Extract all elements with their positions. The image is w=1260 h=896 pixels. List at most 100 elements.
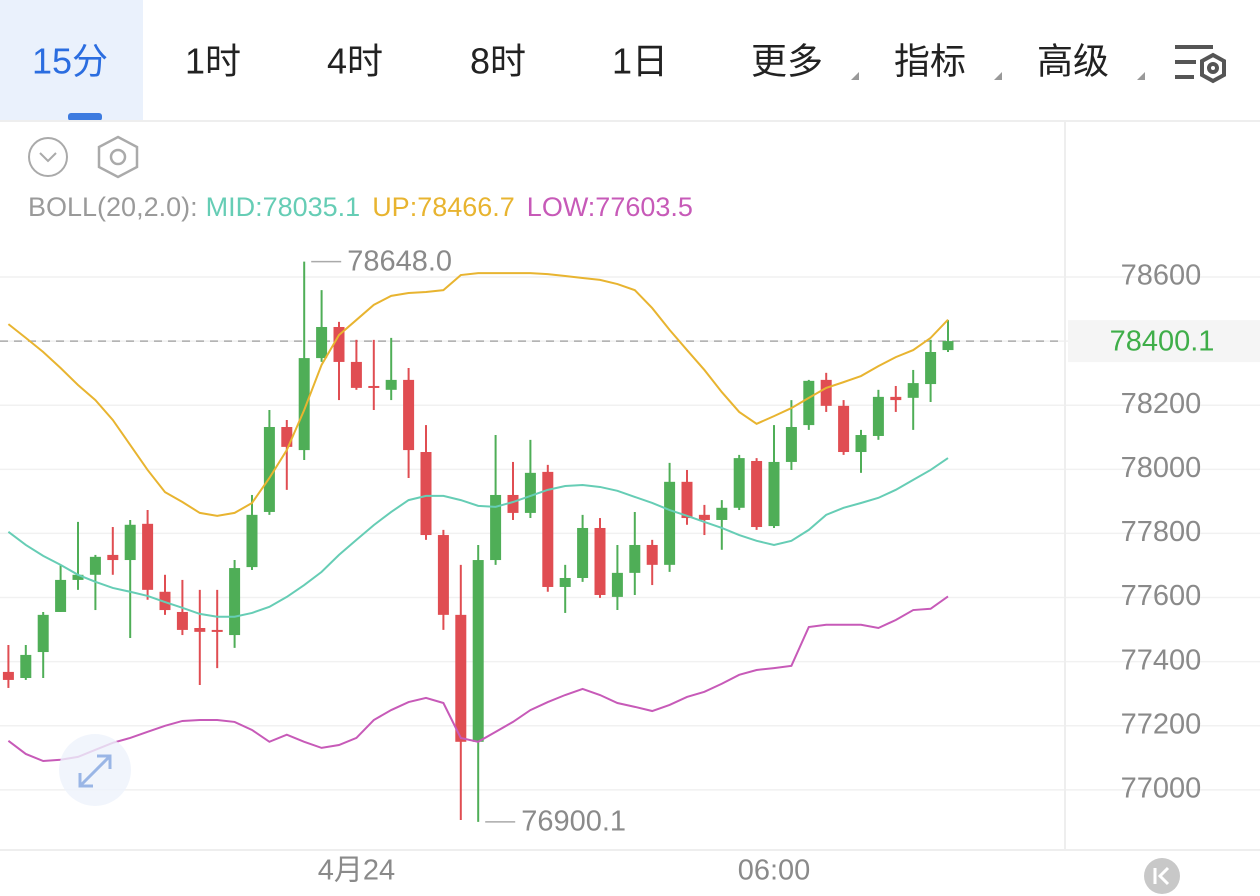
tab-indicator	[68, 113, 102, 121]
candle-body	[437, 535, 449, 615]
tab[interactable]: 1时	[185, 41, 241, 82]
tab[interactable]: 更多	[751, 41, 859, 82]
tab[interactable]: 1日	[612, 41, 668, 82]
candle-body	[316, 326, 328, 359]
candle-body	[524, 472, 536, 513]
candle	[594, 518, 606, 598]
candle-body	[20, 654, 32, 679]
candle-body	[629, 544, 641, 573]
candle-body	[281, 427, 293, 447]
candle	[37, 611, 49, 679]
candle-body	[420, 452, 432, 536]
tab-label: 更多	[751, 41, 823, 82]
legend-indicator: BOLL(20,2.0):	[28, 192, 198, 222]
candle-body	[733, 458, 745, 508]
candle	[472, 544, 484, 822]
tab[interactable]: 高级	[1037, 41, 1145, 82]
candle	[298, 261, 310, 461]
candle-body	[942, 341, 954, 351]
candle-body	[403, 379, 415, 451]
candle	[20, 644, 32, 680]
candle-body	[72, 574, 84, 580]
candle	[246, 494, 258, 570]
candle	[577, 514, 589, 582]
settings-icon[interactable]	[1175, 45, 1226, 84]
candle-body	[542, 471, 554, 587]
candle	[942, 319, 954, 352]
candle-body	[333, 326, 345, 362]
candle	[55, 564, 67, 612]
scroll-to-latest-button[interactable]	[1144, 858, 1180, 894]
dropdown-caret	[1137, 72, 1145, 80]
candle	[925, 339, 937, 403]
extreme-label: 76900.1	[521, 806, 626, 838]
candle-body	[838, 405, 850, 453]
candle	[194, 589, 206, 686]
y-tick-label: 77000	[1121, 773, 1202, 805]
candle-body	[472, 560, 484, 742]
legend-entry: UP:78466.7	[372, 192, 515, 222]
tab-bar: 15分 1时 4时 8时 1日 更多 指标 高级	[0, 0, 1145, 121]
candle	[855, 429, 867, 473]
last-price-box	[1068, 320, 1260, 363]
y-tick-label: 77200	[1121, 708, 1202, 740]
extreme-label: 78648.0	[347, 245, 452, 277]
candle	[281, 419, 293, 490]
candle	[646, 539, 658, 586]
band-line	[7, 595, 949, 763]
y-tick-label: 77400	[1121, 644, 1202, 676]
expand-button[interactable]	[59, 734, 131, 806]
plot-area: 77000 77200 77400 77600 77800 78000 78200 78400…	[0, 245, 1260, 887]
legend: BOLL(20,2.0): MID:78035.1 UP:78466.7 LOW:77…	[28, 192, 693, 222]
candle-body	[611, 572, 623, 597]
candle-body	[872, 396, 884, 436]
candle-body	[194, 628, 206, 632]
candle	[142, 510, 154, 600]
candle-body	[211, 629, 223, 632]
tab[interactable]: 4时	[327, 41, 383, 82]
candle-body	[577, 527, 589, 578]
band-line	[7, 272, 949, 517]
candle	[751, 458, 763, 530]
tab-label: 8时	[470, 41, 526, 82]
tab-label: 15分	[32, 41, 108, 82]
y-tick-label: 77600	[1121, 580, 1202, 612]
candle-body	[925, 351, 937, 385]
candle-body	[820, 379, 832, 406]
candle-body	[559, 577, 571, 587]
candle-body	[803, 380, 815, 426]
candle	[820, 372, 832, 412]
candle	[229, 560, 241, 648]
candle-body	[2, 671, 14, 680]
dropdown-caret	[851, 72, 859, 80]
candle	[524, 439, 536, 519]
candle	[385, 337, 397, 401]
candle-body	[229, 568, 241, 636]
tab[interactable]: 8时	[470, 41, 526, 82]
tab[interactable]: 指标	[894, 41, 1002, 82]
collapse-button[interactable]	[28, 137, 68, 177]
candle	[107, 527, 119, 575]
candle-body	[124, 524, 136, 561]
candle-body	[490, 494, 502, 561]
candle	[72, 521, 84, 590]
candle	[611, 544, 623, 611]
candle-body	[350, 361, 362, 388]
candle-body	[716, 507, 728, 520]
candle	[211, 589, 223, 669]
candle	[350, 339, 362, 390]
candle-body	[855, 435, 867, 453]
tab-label: 1日	[612, 41, 668, 82]
candle	[420, 425, 432, 540]
candle-body	[37, 614, 49, 653]
candle	[785, 400, 797, 470]
last-price-label: 78400.1	[1110, 326, 1215, 358]
candle	[664, 462, 676, 572]
indicator-settings-button[interactable]	[97, 135, 139, 179]
legend-entry: MID:78035.1	[206, 192, 361, 222]
dropdown-caret	[994, 72, 1002, 80]
candle-body	[664, 481, 676, 565]
tab[interactable]: 15分	[0, 0, 143, 121]
candle	[159, 574, 171, 615]
candle-body	[698, 514, 710, 520]
